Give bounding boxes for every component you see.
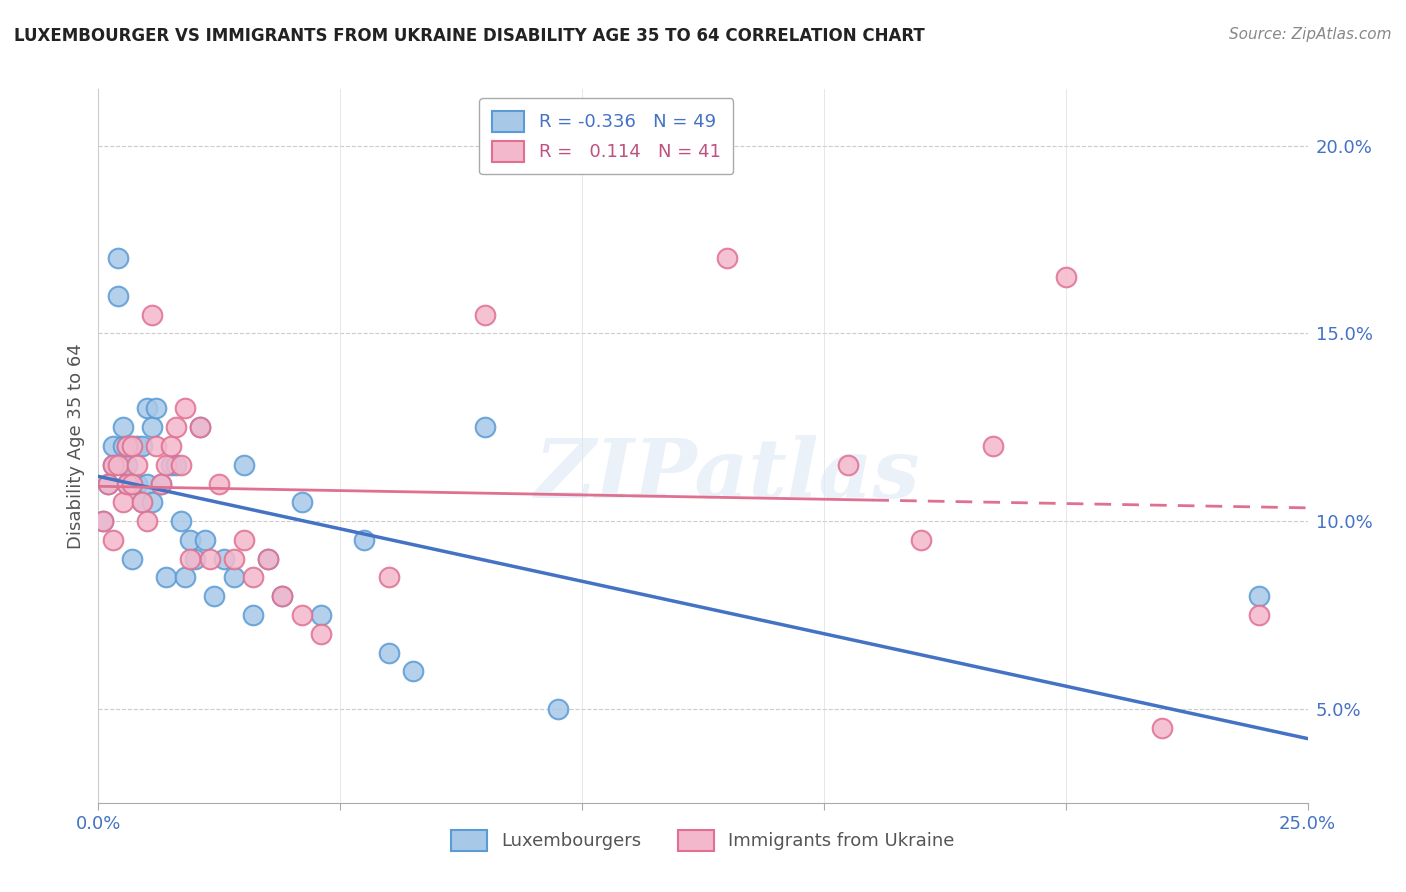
Point xyxy=(121,439,143,453)
Point xyxy=(121,476,143,491)
Point xyxy=(271,589,294,603)
Point xyxy=(101,533,124,547)
Point xyxy=(97,476,120,491)
Legend: Luxembourgers, Immigrants from Ukraine: Luxembourgers, Immigrants from Ukraine xyxy=(444,822,962,858)
Point xyxy=(101,458,124,472)
Point xyxy=(121,551,143,566)
Point xyxy=(271,589,294,603)
Point xyxy=(242,570,264,584)
Point xyxy=(141,308,163,322)
Point xyxy=(1249,589,1271,603)
Point xyxy=(232,533,254,547)
Point xyxy=(135,514,157,528)
Point xyxy=(242,607,264,622)
Point xyxy=(179,551,201,566)
Point xyxy=(127,476,149,491)
Point xyxy=(135,401,157,416)
Point xyxy=(135,476,157,491)
Point xyxy=(1054,270,1077,285)
Point xyxy=(155,458,177,472)
Point xyxy=(97,476,120,491)
Point xyxy=(377,646,399,660)
Text: LUXEMBOURGER VS IMMIGRANTS FROM UKRAINE DISABILITY AGE 35 TO 64 CORRELATION CHAR: LUXEMBOURGER VS IMMIGRANTS FROM UKRAINE … xyxy=(14,27,925,45)
Point xyxy=(145,401,167,416)
Point xyxy=(111,420,134,434)
Point xyxy=(169,458,191,472)
Point xyxy=(1249,607,1271,622)
Point xyxy=(204,589,226,603)
Point xyxy=(101,458,124,472)
Point xyxy=(222,570,245,584)
Point xyxy=(547,702,569,716)
Point xyxy=(91,514,114,528)
Point xyxy=(127,458,149,472)
Point xyxy=(117,476,139,491)
Point xyxy=(131,495,153,509)
Point xyxy=(194,533,217,547)
Point xyxy=(107,289,129,303)
Point xyxy=(188,420,211,434)
Text: ZIPatlas: ZIPatlas xyxy=(534,434,920,515)
Point xyxy=(837,458,859,472)
Point xyxy=(155,570,177,584)
Point xyxy=(174,570,197,584)
Point xyxy=(111,458,134,472)
Point xyxy=(212,551,235,566)
Point xyxy=(91,514,114,528)
Point xyxy=(160,439,183,453)
Point xyxy=(290,607,312,622)
Y-axis label: Disability Age 35 to 64: Disability Age 35 to 64 xyxy=(66,343,84,549)
Point xyxy=(117,458,139,472)
Point xyxy=(309,627,332,641)
Point xyxy=(117,439,139,453)
Point xyxy=(184,551,207,566)
Point xyxy=(174,401,197,416)
Point xyxy=(107,458,129,472)
Point xyxy=(188,420,211,434)
Point xyxy=(150,476,173,491)
Point xyxy=(117,476,139,491)
Point xyxy=(145,439,167,453)
Point xyxy=(141,420,163,434)
Point xyxy=(169,514,191,528)
Point xyxy=(474,308,496,322)
Point xyxy=(127,439,149,453)
Point xyxy=(179,533,201,547)
Point xyxy=(402,665,425,679)
Point xyxy=(290,495,312,509)
Point xyxy=(141,495,163,509)
Point xyxy=(121,439,143,453)
Point xyxy=(222,551,245,566)
Point xyxy=(117,439,139,453)
Point xyxy=(377,570,399,584)
Point xyxy=(131,495,153,509)
Point xyxy=(121,476,143,491)
Point xyxy=(910,533,932,547)
Point xyxy=(1152,721,1174,735)
Point xyxy=(716,251,738,265)
Point xyxy=(111,439,134,453)
Point xyxy=(309,607,332,622)
Point xyxy=(198,551,221,566)
Point xyxy=(131,439,153,453)
Point xyxy=(165,420,187,434)
Point xyxy=(353,533,375,547)
Point xyxy=(107,251,129,265)
Point xyxy=(474,420,496,434)
Text: Source: ZipAtlas.com: Source: ZipAtlas.com xyxy=(1229,27,1392,42)
Point xyxy=(150,476,173,491)
Point xyxy=(981,439,1004,453)
Point xyxy=(165,458,187,472)
Point xyxy=(101,439,124,453)
Point xyxy=(232,458,254,472)
Point xyxy=(208,476,231,491)
Point xyxy=(256,551,278,566)
Point xyxy=(160,458,183,472)
Point xyxy=(111,495,134,509)
Point xyxy=(256,551,278,566)
